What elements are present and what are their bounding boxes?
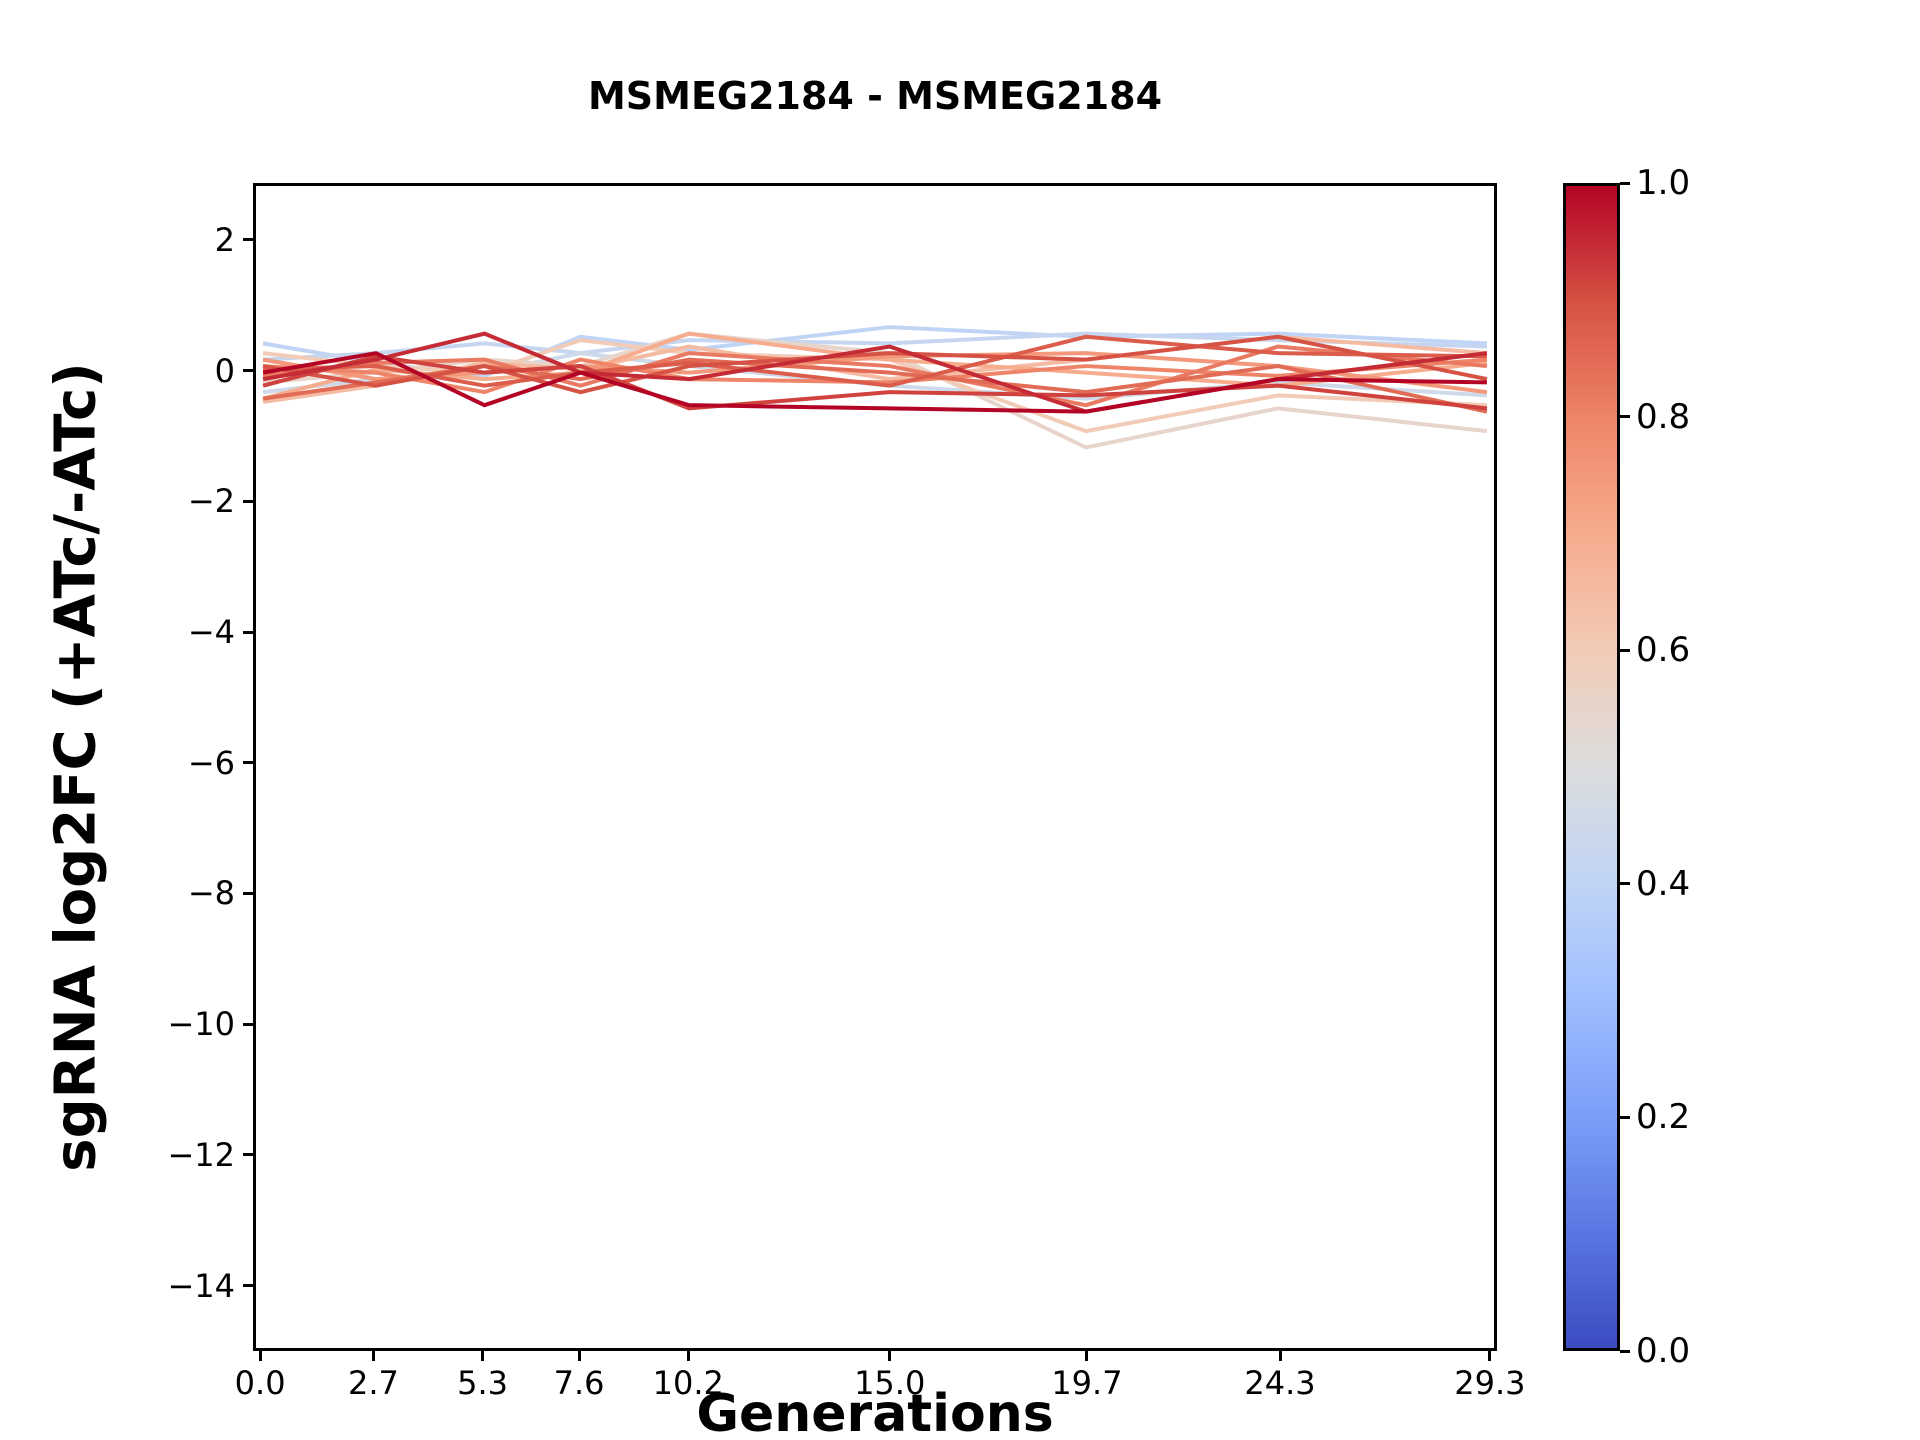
x-tick-label: 2.7 <box>348 1364 399 1402</box>
y-tick-label: −6 <box>187 743 235 782</box>
x-tick-label: 10.2 <box>652 1364 724 1402</box>
x-tick-mark <box>1488 1351 1492 1361</box>
x-tick-mark <box>258 1351 262 1361</box>
series-line <box>262 334 1488 395</box>
x-tick-mark <box>481 1351 485 1361</box>
colorbar-tick-label: 0.4 <box>1636 863 1691 904</box>
plot-area <box>253 183 1497 1351</box>
y-tick-mark <box>243 238 253 242</box>
y-axis-label: sgRNA log2FC (+ATc/-ATc) <box>43 362 109 1172</box>
colorbar-tick-mark <box>1620 181 1630 185</box>
colorbar-tick-label: 0.0 <box>1636 1331 1691 1371</box>
y-tick-label: −4 <box>187 613 235 652</box>
chart-title: MSMEG2184 - MSMEG2184 <box>587 74 1163 118</box>
y-tick-mark <box>243 1284 253 1288</box>
colorbar-gradient <box>1566 186 1617 1348</box>
y-tick-mark <box>243 499 253 503</box>
y-tick-label: −2 <box>187 482 235 521</box>
x-tick-label: 7.6 <box>553 1364 605 1402</box>
colorbar-tick-mark <box>1620 648 1630 652</box>
y-tick-label: −14 <box>167 1266 235 1305</box>
y-tick-mark <box>243 369 253 373</box>
series-line <box>262 357 1488 414</box>
y-tick-mark <box>243 1153 253 1157</box>
x-tick-mark <box>686 1351 690 1361</box>
x-tick-label: 5.3 <box>457 1364 509 1402</box>
x-tick-label: 0.0 <box>234 1364 286 1402</box>
y-tick-mark <box>243 630 253 634</box>
colorbar-tick-mark <box>1620 1115 1630 1119</box>
x-tick-mark <box>371 1351 375 1361</box>
colorbar-tick-label: 0.6 <box>1636 630 1691 671</box>
y-tick-mark <box>243 891 253 895</box>
x-tick-mark <box>888 1351 892 1361</box>
colorbar-tick-label: 0.8 <box>1636 396 1691 437</box>
y-tick-label: −8 <box>187 874 235 913</box>
x-tick-mark <box>577 1351 581 1361</box>
series-line <box>262 351 1487 414</box>
x-tick-label: 15.0 <box>854 1364 926 1402</box>
y-tick-mark <box>243 1022 253 1026</box>
y-tick-label: 0 <box>214 351 235 390</box>
x-tick-mark <box>1085 1351 1089 1361</box>
x-axis-label: Generations <box>696 1384 1054 1440</box>
x-tick-label: 19.7 <box>1051 1364 1123 1402</box>
series-lines <box>262 325 1488 450</box>
y-tick-label: −10 <box>167 1005 235 1044</box>
colorbar <box>1563 183 1620 1351</box>
x-tick-label: 29.3 <box>1454 1364 1526 1402</box>
y-tick-label: 2 <box>214 220 235 259</box>
colorbar-tick-label: 1.0 <box>1636 163 1691 203</box>
colorbar-tick-mark <box>1620 415 1630 419</box>
x-tick-mark <box>1278 1351 1282 1361</box>
y-tick-label: −12 <box>167 1135 235 1174</box>
x-tick-label: 24.3 <box>1244 1364 1316 1402</box>
y-tick-mark <box>243 761 253 765</box>
colorbar-tick-mark <box>1620 1349 1630 1353</box>
colorbar-tick-mark <box>1620 882 1630 886</box>
colorbar-tick-label: 0.2 <box>1636 1097 1691 1138</box>
